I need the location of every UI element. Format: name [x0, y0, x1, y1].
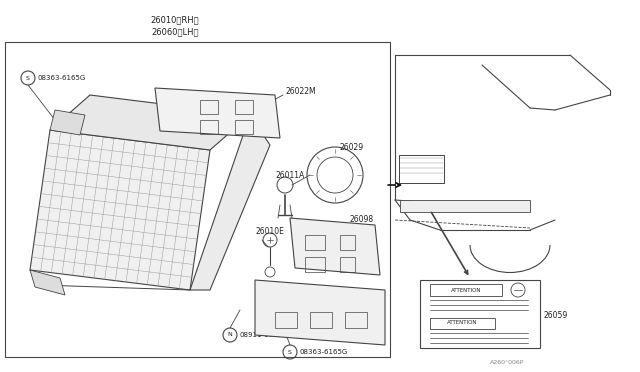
Text: 08911-1062G: 08911-1062G [239, 332, 287, 338]
Text: N: N [228, 333, 232, 337]
Text: 08363-6165G: 08363-6165G [299, 349, 348, 355]
Polygon shape [30, 130, 210, 290]
Text: 26010〈RH〉: 26010〈RH〉 [150, 16, 199, 25]
Polygon shape [290, 218, 380, 275]
Text: 08363-6165G: 08363-6165G [37, 75, 85, 81]
Bar [420, 280, 540, 348]
Text: 26022M: 26022M [285, 87, 316, 96]
Bar [305, 235, 325, 250]
Text: ATTENTION: ATTENTION [447, 321, 477, 326]
Polygon shape [255, 280, 385, 345]
Bar [345, 312, 367, 328]
Bar [400, 200, 530, 212]
Bar [275, 312, 297, 328]
Polygon shape [30, 270, 65, 295]
Bar [305, 257, 325, 272]
Text: 26098: 26098 [350, 215, 374, 224]
Bar [235, 100, 253, 114]
Text: S: S [26, 76, 30, 80]
Polygon shape [155, 88, 280, 138]
Text: 26029: 26029 [340, 144, 364, 153]
Text: 26059: 26059 [543, 311, 567, 320]
Text: 26010E: 26010E [255, 228, 284, 237]
Text: S: S [288, 350, 292, 355]
Bar [430, 318, 495, 329]
Text: ATTENTION: ATTENTION [451, 288, 481, 292]
Polygon shape [50, 95, 250, 150]
Text: 26022: 26022 [355, 298, 379, 308]
Bar [200, 100, 218, 114]
Polygon shape [50, 110, 85, 135]
Bar [340, 235, 355, 250]
Polygon shape [190, 115, 270, 290]
Bar [235, 120, 253, 134]
Bar [399, 155, 444, 183]
Text: 26011A: 26011A [275, 170, 304, 180]
Text: A260°006P: A260°006P [490, 359, 524, 365]
Bar [200, 120, 218, 134]
Bar [5, 42, 390, 357]
Bar [340, 257, 355, 272]
Text: 26060〈LH〉: 26060〈LH〉 [151, 28, 199, 36]
Bar [310, 312, 332, 328]
Bar [430, 284, 502, 296]
